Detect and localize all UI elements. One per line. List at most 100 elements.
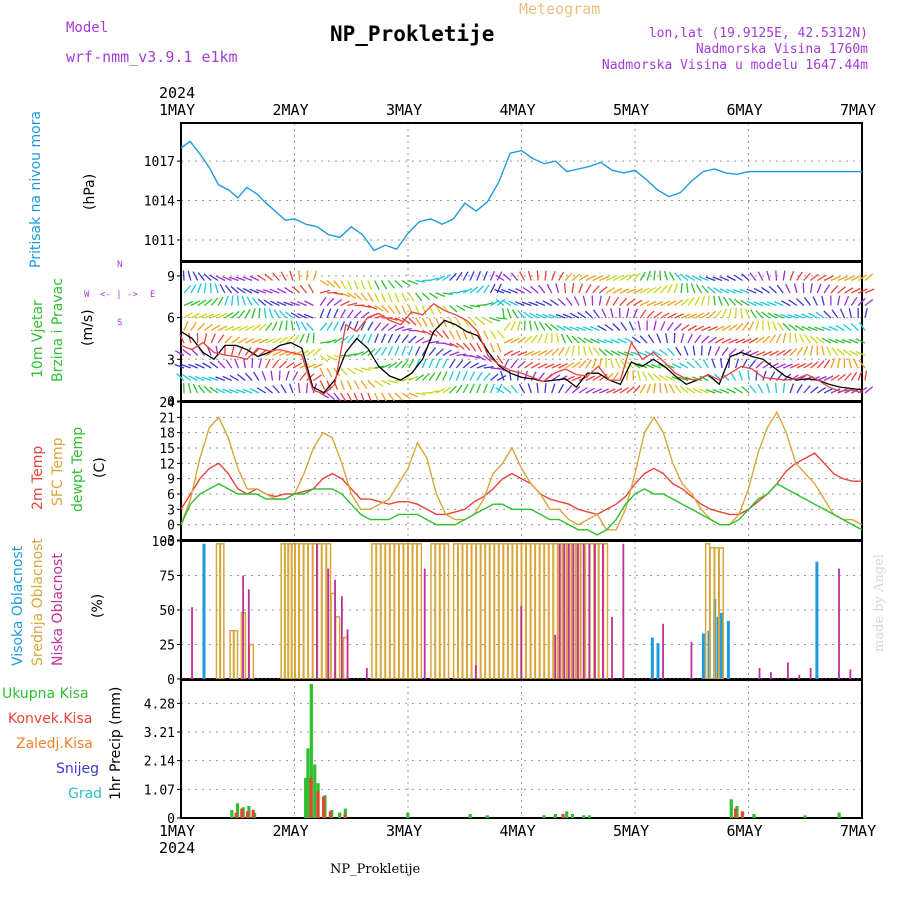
wind-arrow [469,304,480,308]
wind-arrow [692,387,702,394]
wind-arrow [442,349,452,357]
wind-arrow [816,387,827,394]
cloud-bar [340,596,343,679]
wind-arrow [839,308,846,319]
wind-arrow [584,310,594,319]
wind-arrow [495,274,505,282]
wind-arrow [647,372,655,381]
cloud-bar [507,543,513,680]
wind-arrow [527,383,532,394]
wind-arrow [278,370,281,381]
wind-arrow [694,312,704,319]
wind-arrow [674,384,682,394]
y-tick-label: 6 [167,312,175,327]
precip-bar [561,813,565,818]
wind-arrow [415,317,423,327]
wind-arrow [360,292,368,302]
cloud-bar [602,543,609,680]
wind-arrow [577,311,587,319]
wind-arrow [599,276,609,282]
wind-arrow [292,334,300,344]
wind-arrow [612,371,620,381]
wind-arrow [380,333,386,344]
precip-label-conv: Konvek.Kisa [8,711,93,727]
wind-arrow [762,361,772,369]
wind-arrow [864,308,868,319]
wind-arrow [469,371,476,381]
wind-arrow [380,346,388,356]
wind-arrow [476,317,485,325]
wind-arrow [564,272,573,281]
wind-arrow [497,317,508,320]
wind-arrow [646,286,656,294]
wind-arrow [353,320,359,331]
wind-arrow [624,337,634,344]
wind-arrow [523,370,529,381]
wind-arrow [614,358,621,369]
wind-arrow [755,336,765,344]
wind-arrow [828,325,839,332]
y-tick-label: 1017 [144,155,175,170]
wind-arrow [848,358,853,369]
wind-arrow [571,283,575,294]
wind-arrow [346,380,353,390]
wind-arrow [192,271,199,281]
wind-arrow [612,287,623,294]
wind-arrow [442,342,453,347]
wind-arrow [210,297,219,306]
x-tick-top-label: 5MAY [613,101,649,119]
wind-arrow [721,347,729,356]
wind-arrow [719,276,730,282]
wind-arrow [757,271,764,281]
wind-arrow [597,325,607,332]
precip-bar [316,791,320,818]
wind-arrow [381,323,390,331]
precip-bar [740,811,744,818]
wind-arrow [228,276,239,282]
wind-arrow [793,283,798,294]
wind-arrow [394,345,400,356]
wind-arrow [644,350,655,357]
wind-arrow [726,288,736,294]
wind-arrow [659,270,662,281]
wind-arrow [224,295,229,306]
wind-arrow [686,283,689,294]
wind-arrow [449,272,457,281]
wind-arrow [201,376,212,382]
cloud-bar [321,543,327,680]
wind-arrow [644,363,655,369]
wind-arrow [503,322,511,331]
wind-arrow [864,273,874,281]
wind-arrow [422,329,432,336]
wind-arrow [510,359,518,369]
cloud-bar [434,543,441,680]
wind-arrow [658,374,668,382]
wind-arrow [394,292,400,303]
x-tick-bottom-label: 3MAY [386,822,422,840]
wind-arrow [612,387,623,394]
wind-arrow [347,302,358,307]
wind-arrow [209,386,219,394]
wind-arrow [626,288,637,294]
wind-arrow [848,308,853,319]
wind-arrow [749,384,757,394]
wind-arrow [346,392,353,403]
wind-arrow [195,363,205,369]
wind-arrow [598,348,607,356]
wind-arrow [469,342,477,352]
wind-arrow [388,379,399,384]
wind-arrow [542,313,552,319]
wind-arrow [742,350,752,357]
wind-arrow [728,308,733,319]
precip-bar [306,748,310,818]
wind-arrow [292,371,299,381]
wind-arrow [381,363,391,369]
wind-arrow [746,300,757,307]
precip-bar [565,811,569,818]
wind-arrow [236,295,240,306]
y-tick-label: 1011 [144,234,175,249]
wind-arrow [750,309,757,319]
wind-arrow [766,383,771,394]
wind-arrow [503,358,510,369]
wind-arrow [298,270,301,281]
